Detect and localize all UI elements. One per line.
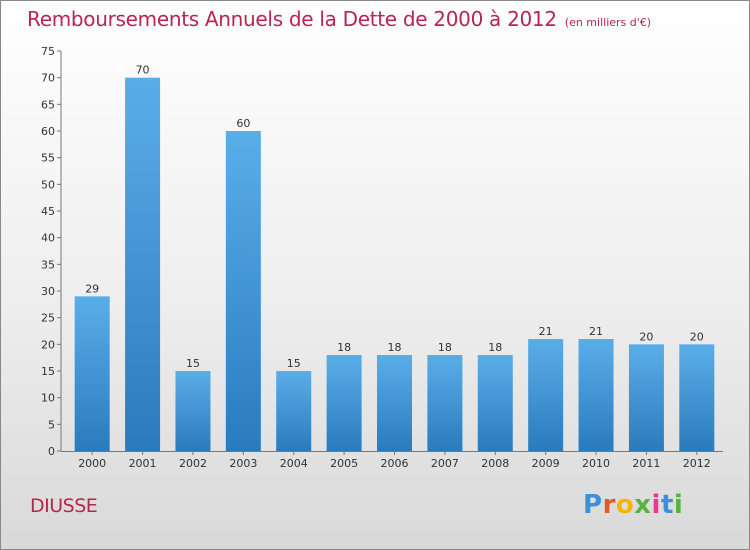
x-tick-label: 2003: [229, 457, 257, 470]
y-tick-label: 50: [41, 178, 55, 191]
bar: [326, 355, 362, 451]
bar: [276, 371, 312, 451]
data-label: 18: [337, 341, 351, 354]
data-label: 18: [438, 341, 452, 354]
proxiti-logo: Proxiti: [583, 490, 683, 520]
x-tick-label: 2011: [632, 457, 660, 470]
chart-title: Remboursements Annuels de la Dette de 20…: [27, 7, 651, 31]
y-tick-label: 0: [48, 445, 55, 458]
data-label: 21: [539, 325, 553, 338]
y-tick-label: 15: [41, 365, 55, 378]
x-tick-label: 2000: [78, 457, 106, 470]
y-tick-label: 30: [41, 285, 55, 298]
x-tick-label: 2001: [129, 457, 157, 470]
logo-letter: o: [615, 490, 635, 520]
data-label: 21: [589, 325, 603, 338]
logo-letter: t: [660, 490, 674, 520]
x-tick-label: 2007: [431, 457, 459, 470]
y-tick-label: 65: [41, 98, 55, 111]
x-tick-label: 2009: [532, 457, 560, 470]
x-tick-label: 2010: [582, 457, 610, 470]
bar: [225, 131, 261, 451]
bar: [125, 77, 161, 452]
logo-letter: P: [583, 490, 603, 520]
y-tick-label: 10: [41, 392, 55, 405]
y-tick-label: 35: [41, 258, 55, 271]
commune-name: DIUSSE: [30, 495, 98, 517]
bar: [175, 371, 211, 451]
data-label: 15: [287, 357, 301, 370]
data-label: 29: [85, 282, 99, 295]
data-label: 15: [186, 357, 200, 370]
bar: [578, 339, 614, 451]
x-tick-label: 2012: [683, 457, 711, 470]
bar: [679, 344, 715, 451]
y-tick-label: 60: [41, 125, 55, 138]
y-tick-label: 45: [41, 205, 55, 218]
y-tick-label: 25: [41, 312, 55, 325]
y-tick-label: 75: [41, 45, 55, 58]
bar: [528, 339, 564, 451]
data-label: 20: [690, 330, 704, 343]
data-label: 20: [639, 330, 653, 343]
bar: [74, 296, 110, 451]
bar: [377, 355, 412, 451]
y-tick-label: 5: [48, 418, 55, 431]
bar: [427, 355, 463, 451]
logo-letter: r: [602, 490, 616, 520]
x-tick-label: 2005: [330, 457, 358, 470]
x-tick-label: 2004: [280, 457, 308, 470]
y-tick-label: 70: [41, 72, 55, 85]
data-label: 60: [236, 117, 250, 130]
y-tick-label: 55: [41, 152, 55, 165]
logo-letter: i: [673, 490, 684, 520]
x-tick-label: 2006: [381, 457, 409, 470]
x-tick-label: 2008: [481, 457, 509, 470]
chart-unit: (en milliers d'€): [564, 16, 652, 29]
y-tick-label: 40: [41, 232, 55, 245]
chart-title-text: Remboursements Annuels de la Dette de 20…: [27, 7, 557, 31]
data-label: 18: [388, 341, 402, 354]
data-label: 70: [136, 64, 150, 77]
logo-letter: x: [634, 490, 652, 520]
logo-letter: i: [651, 490, 661, 520]
bar: [477, 355, 513, 451]
bar: [628, 344, 664, 451]
data-label: 18: [488, 341, 502, 354]
x-tick-label: 2002: [179, 457, 207, 470]
y-tick-label: 20: [41, 338, 55, 351]
